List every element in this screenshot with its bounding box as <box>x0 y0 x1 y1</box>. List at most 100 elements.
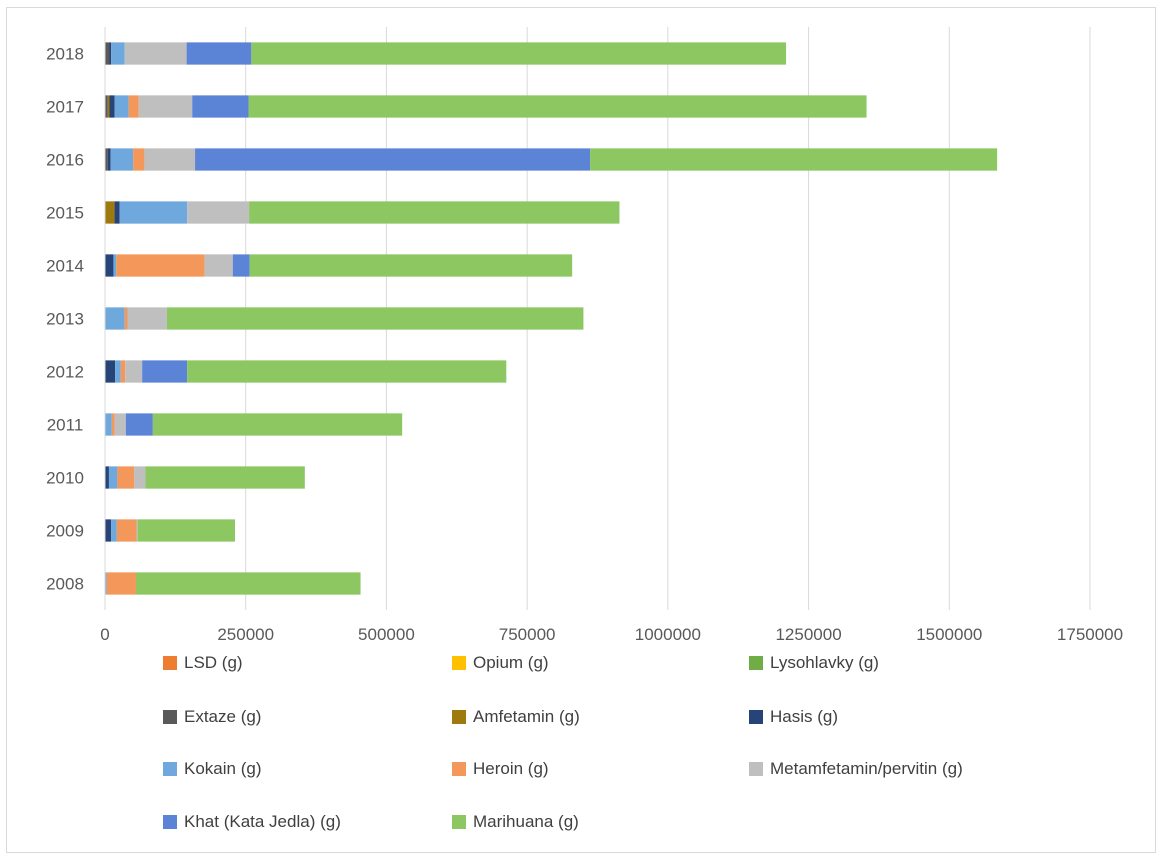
legend-label: Lysohlavky (g) <box>770 653 879 672</box>
bar-segment-extaze-2016 <box>105 148 108 171</box>
bar-segment-kokain-2009 <box>111 519 117 542</box>
legend-item-lsd: LSD (g) <box>163 653 243 672</box>
bar-segment-extaze-2018 <box>105 42 110 65</box>
legend-label: Heroin (g) <box>473 759 549 778</box>
x-tick-label: 500000 <box>358 625 415 644</box>
legend-item-kokain: Kokain (g) <box>163 759 261 778</box>
bar-segment-metamfetamin-pervitin-2014 <box>204 254 233 277</box>
bar-segment-metamfetamin-pervitin-2015 <box>187 201 250 224</box>
legend-label: LSD (g) <box>184 653 243 672</box>
bar-segment-marihuana-2012 <box>187 360 507 383</box>
bar-segment-hasis-2009 <box>105 519 112 542</box>
bar-segment-metamfetamin-pervitin-2012 <box>125 360 143 383</box>
legend-swatch <box>749 710 763 724</box>
bar-segment-heroin-2014 <box>116 254 205 277</box>
legend-label: Hasis (g) <box>770 707 838 726</box>
bar-segment-khat-2011 <box>125 413 153 436</box>
bar-segment-kokain-2018 <box>111 42 125 65</box>
legend-label: Opium (g) <box>473 653 549 672</box>
bar-segment-hasis-2012 <box>105 360 116 383</box>
legend-label: Marihuana (g) <box>473 812 579 831</box>
legend-item-marihuana: Marihuana (g) <box>452 812 579 831</box>
legend-swatch <box>452 656 466 670</box>
bar-segment-khat-2018 <box>186 42 252 65</box>
bar-segment-heroin-2011 <box>111 413 115 436</box>
x-tick-label: 250000 <box>217 625 274 644</box>
bar-segment-hasis-2018 <box>109 42 112 65</box>
bar-segment-amfetamin-2015 <box>105 201 115 224</box>
bar-segment-marihuana-2010 <box>145 466 305 489</box>
axes: 0 250000 500000 750000 1000000 1250000 1500000… <box>46 27 1123 644</box>
bar-segment-hasis-2016 <box>107 148 111 171</box>
x-tick-label: 750000 <box>499 625 556 644</box>
bar-segment-marihuana-2018 <box>251 42 787 65</box>
bar-segment-kokain-2015 <box>119 201 188 224</box>
legend: LSD (g) Opium (g) Lysohlavky (g) Extaze (g)… <box>163 653 963 831</box>
bar-segment-khat-2017 <box>192 95 249 118</box>
legend-item-lysohlavky: Lysohlavky (g) <box>749 653 879 672</box>
y-tick-label: 2013 <box>46 310 84 329</box>
bar-segment-marihuana-2016 <box>590 148 998 171</box>
legend-swatch <box>163 710 177 724</box>
legend-item-amfetamin: Amfetamin (g) <box>452 707 580 726</box>
bar-segment-hasis-2014 <box>105 254 114 277</box>
y-tick-label: 2009 <box>46 522 84 541</box>
bar-segment-heroin-2012 <box>120 360 126 383</box>
bar-segment-kokain-2017 <box>114 95 129 118</box>
x-tick-label: 1000000 <box>635 625 701 644</box>
bar-segment-khat-2016 <box>195 148 591 171</box>
bar-segment-kokain-2012 <box>115 360 121 383</box>
bar-segment-kokain-2010 <box>108 466 118 489</box>
bar-segment-kokain-2008 <box>105 572 107 595</box>
bar-segment-marihuana-2015 <box>249 201 620 224</box>
bar-segment-kokain-2014 <box>113 254 117 277</box>
x-tick-label: 1250000 <box>775 625 841 644</box>
bar-segment-metamfetamin-pervitin-2013 <box>127 307 167 330</box>
y-tick-label: 2010 <box>46 469 84 488</box>
legend-label: Amfetamin (g) <box>473 707 580 726</box>
legend-swatch <box>163 815 177 829</box>
legend-item-opium: Opium (g) <box>452 653 549 672</box>
legend-item-extaze: Extaze (g) <box>163 707 261 726</box>
legend-label: Metamfetamin/pervitin (g) <box>770 759 963 778</box>
legend-item-metamfetamin-pervitin: Metamfetamin/pervitin (g) <box>749 759 963 778</box>
bar-segment-heroin-2009 <box>116 519 137 542</box>
bar-segment-heroin-2013 <box>124 307 128 330</box>
bar-segment-metamfetamin-pervitin-2017 <box>138 95 193 118</box>
legend-label: Khat (Kata Jedla) (g) <box>184 812 341 831</box>
bar-segment-amfetamin-2017 <box>107 95 110 118</box>
bar-segment-kokain-2016 <box>110 148 134 171</box>
bar-segment-marihuana-2017 <box>248 95 867 118</box>
y-tick-label: 2015 <box>46 204 84 223</box>
bar-segment-metamfetamin-pervitin-2018 <box>124 42 187 65</box>
bar-segment-hasis-2017 <box>109 95 115 118</box>
y-tick-label: 2008 <box>46 575 84 594</box>
legend-swatch <box>749 656 763 670</box>
bar-segment-metamfetamin-pervitin-2010 <box>134 466 146 489</box>
bar-segment-heroin-2016 <box>133 148 145 171</box>
bar-segment-heroin-2017 <box>128 95 139 118</box>
bar-segment-metamfetamin-pervitin-2016 <box>144 148 196 171</box>
bar-segment-hasis-2015 <box>114 201 120 224</box>
bar-segment-heroin-2010 <box>117 466 135 489</box>
x-tick-label: 0 <box>100 625 109 644</box>
legend-swatch <box>163 762 177 776</box>
bar-segment-khat-2014 <box>232 254 250 277</box>
legend-item-hasis: Hasis (g) <box>749 707 838 726</box>
legend-item-khat: Khat (Kata Jedla) (g) <box>163 812 341 831</box>
legend-swatch <box>163 656 177 670</box>
bar-segment-hasis-2010 <box>105 466 109 489</box>
y-tick-label: 2018 <box>46 45 84 64</box>
legend-swatch <box>452 710 466 724</box>
y-tick-label: 2017 <box>46 98 84 117</box>
y-tick-label: 2014 <box>46 257 84 276</box>
y-tick-label: 2011 <box>47 416 84 435</box>
y-tick-label: 2012 <box>46 363 84 382</box>
legend-item-heroin: Heroin (g) <box>452 759 549 778</box>
bar-segment-marihuana-2009 <box>137 519 236 542</box>
y-tick-label: 2016 <box>46 151 84 170</box>
bar-segment-kokain-2011 <box>105 413 112 436</box>
legend-label: Kokain (g) <box>184 759 261 778</box>
bar-segment-marihuana-2008 <box>135 572 361 595</box>
